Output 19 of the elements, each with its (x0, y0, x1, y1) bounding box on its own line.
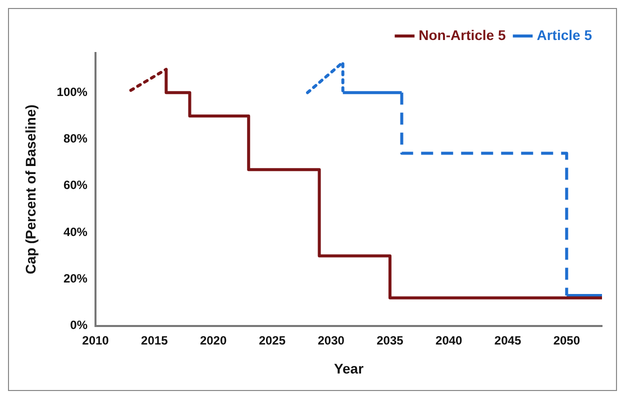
x-tick-label: 2050 (553, 333, 580, 348)
x-tick-label: 2030 (318, 333, 345, 348)
x-tick-label: 2015 (141, 333, 168, 348)
x-tick-label: 2010 (82, 333, 110, 348)
y-tick-label: 100% (56, 84, 88, 99)
legend-label: Article 5 (536, 26, 592, 43)
legend-label: Non-Article 5 (418, 26, 506, 43)
x-tick-label: 2045 (494, 333, 522, 348)
y-axis-title: Cap (Percent of Baseline) (22, 104, 38, 274)
y-tick-label: 40% (63, 224, 88, 239)
x-axis-title: Year (334, 360, 364, 376)
y-tick-label: 20% (63, 271, 88, 286)
x-tick-label: 2040 (436, 333, 463, 348)
x-tick-label: 2020 (200, 333, 227, 348)
y-tick-label: 80% (63, 132, 88, 146)
y-tick-label: 60% (63, 178, 88, 192)
x-tick-label: 2035 (376, 333, 404, 348)
y-tick-label: 0% (70, 318, 88, 332)
x-tick-label: 2025 (258, 333, 286, 348)
